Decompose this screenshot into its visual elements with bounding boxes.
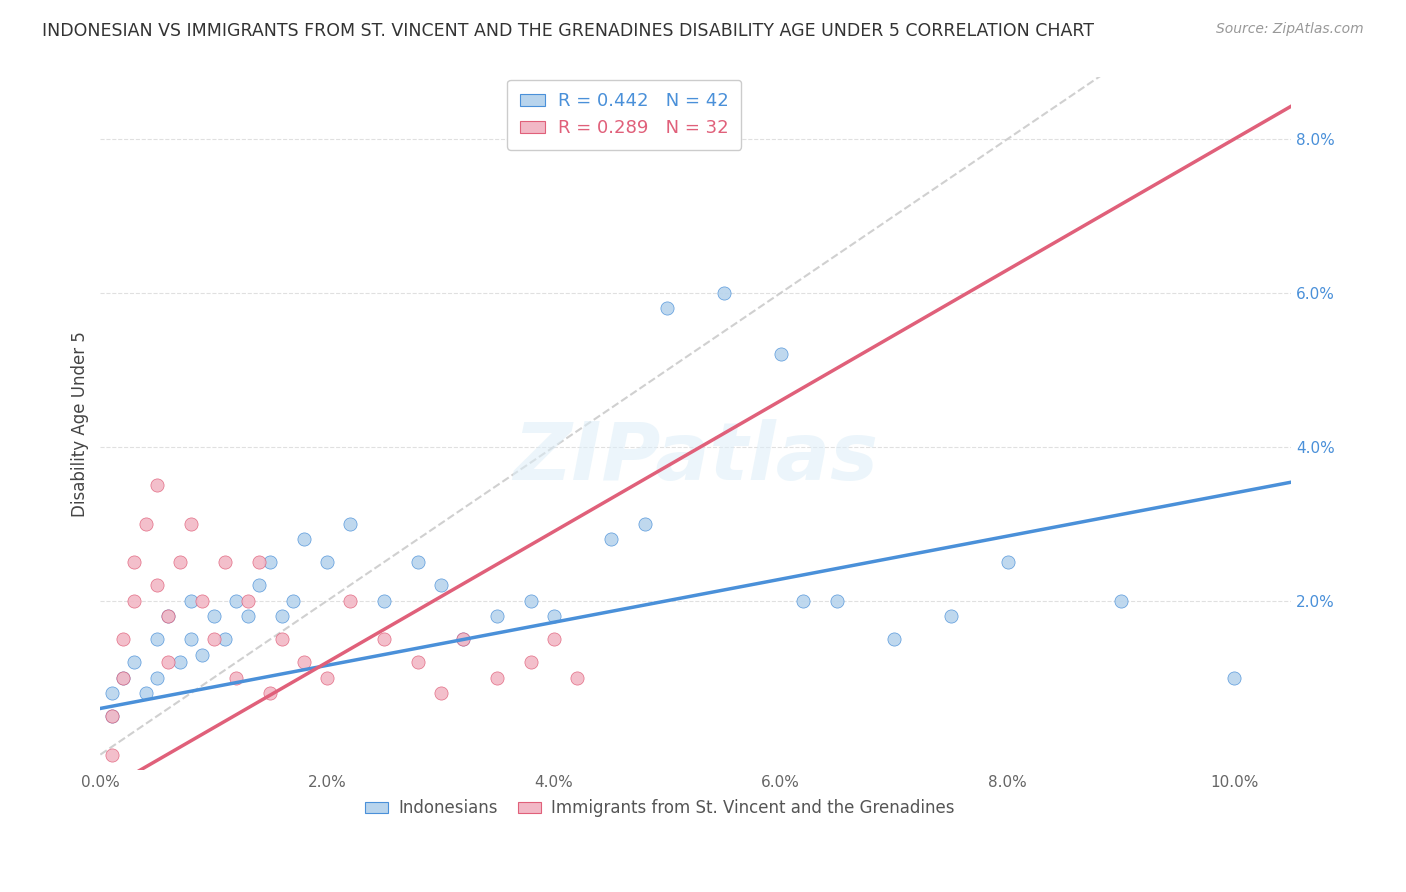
Point xyxy=(180,632,202,647)
Point xyxy=(259,555,281,569)
Point xyxy=(373,632,395,647)
Point xyxy=(112,671,135,685)
Point xyxy=(146,578,169,592)
Point xyxy=(939,609,962,624)
Point xyxy=(247,555,270,569)
Point xyxy=(451,632,474,647)
Point xyxy=(316,555,339,569)
Point xyxy=(180,516,202,531)
Point xyxy=(124,655,146,669)
Point xyxy=(180,593,202,607)
Point xyxy=(373,593,395,607)
Text: ZIPatlas: ZIPatlas xyxy=(513,419,879,498)
Point xyxy=(769,347,792,361)
Point xyxy=(270,632,292,647)
Point xyxy=(1109,593,1132,607)
Point xyxy=(214,632,236,647)
Point xyxy=(157,609,180,624)
Point xyxy=(112,671,135,685)
Point xyxy=(599,532,621,546)
Point xyxy=(543,632,565,647)
Point xyxy=(429,686,451,700)
Point xyxy=(146,478,169,492)
Point xyxy=(339,516,361,531)
Point xyxy=(486,671,509,685)
Point xyxy=(100,709,122,723)
Point xyxy=(100,747,122,762)
Text: INDONESIAN VS IMMIGRANTS FROM ST. VINCENT AND THE GRENADINES DISABILITY AGE UNDE: INDONESIAN VS IMMIGRANTS FROM ST. VINCEN… xyxy=(42,22,1094,40)
Point xyxy=(100,686,122,700)
Point xyxy=(112,632,135,647)
Point xyxy=(191,648,214,662)
Point xyxy=(827,593,849,607)
Point xyxy=(225,671,247,685)
Point xyxy=(247,578,270,592)
Point xyxy=(214,555,236,569)
Point xyxy=(157,609,180,624)
Legend: Indonesians, Immigrants from St. Vincent and the Grenadines: Indonesians, Immigrants from St. Vincent… xyxy=(359,793,962,824)
Point xyxy=(657,301,679,316)
Point xyxy=(146,632,169,647)
Point xyxy=(339,593,361,607)
Point xyxy=(157,655,180,669)
Point xyxy=(520,593,543,607)
Point xyxy=(792,593,814,607)
Point xyxy=(406,555,429,569)
Point xyxy=(1223,671,1246,685)
Point xyxy=(520,655,543,669)
Point xyxy=(316,671,339,685)
Point xyxy=(294,532,316,546)
Point xyxy=(294,655,316,669)
Point xyxy=(997,555,1019,569)
Point xyxy=(543,609,565,624)
Point xyxy=(202,609,225,624)
Point xyxy=(259,686,281,700)
Point xyxy=(236,593,259,607)
Point xyxy=(191,593,214,607)
Point xyxy=(713,285,735,300)
Point xyxy=(100,709,122,723)
Point xyxy=(124,593,146,607)
Point xyxy=(169,655,191,669)
Point xyxy=(135,686,157,700)
Point xyxy=(281,593,304,607)
Point xyxy=(225,593,247,607)
Point xyxy=(451,632,474,647)
Point xyxy=(146,671,169,685)
Point xyxy=(565,671,588,685)
Point xyxy=(634,516,657,531)
Point xyxy=(202,632,225,647)
Point xyxy=(270,609,292,624)
Point xyxy=(236,609,259,624)
Point xyxy=(883,632,905,647)
Y-axis label: Disability Age Under 5: Disability Age Under 5 xyxy=(72,331,89,516)
Text: Source: ZipAtlas.com: Source: ZipAtlas.com xyxy=(1216,22,1364,37)
Point xyxy=(135,516,157,531)
Point xyxy=(429,578,451,592)
Point xyxy=(406,655,429,669)
Point xyxy=(486,609,509,624)
Point xyxy=(169,555,191,569)
Point xyxy=(124,555,146,569)
